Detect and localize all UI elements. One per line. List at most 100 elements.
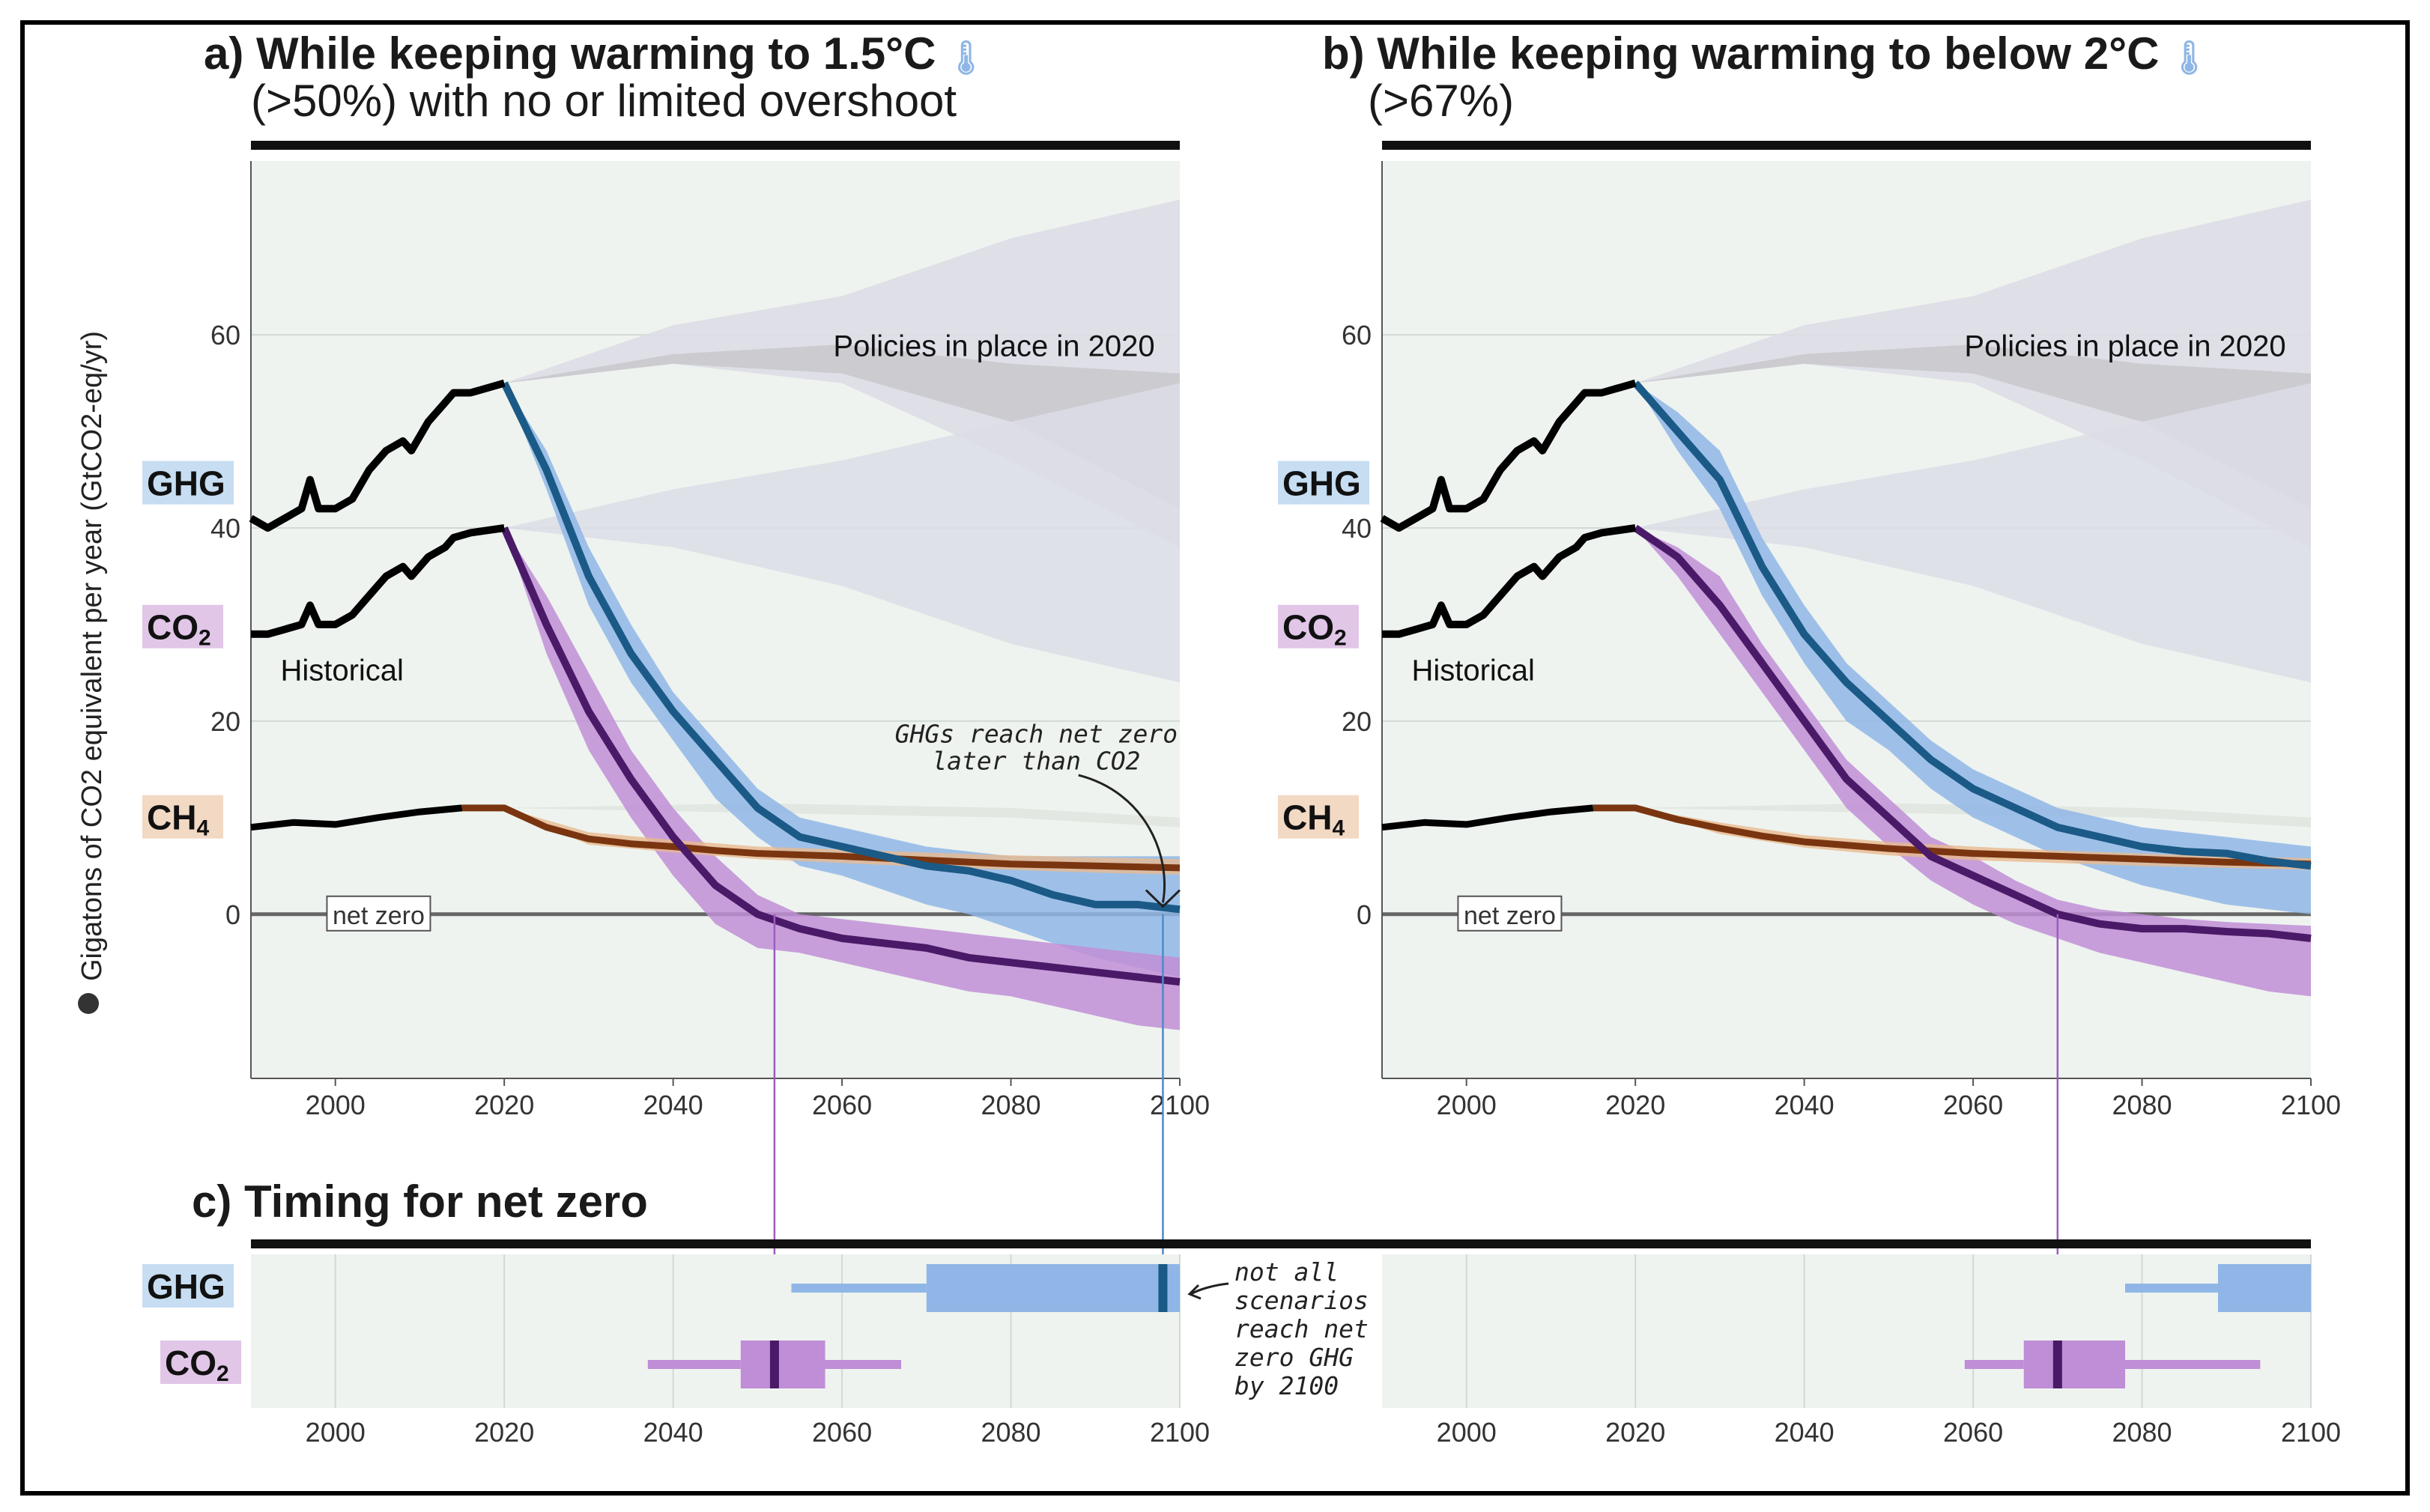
panel-c-title: c) Timing for net zero (192, 1176, 648, 1227)
timing-x-tick-label-2020: 2020 (474, 1417, 534, 1448)
label-ch4-1: CH4 (1278, 795, 1359, 841)
panel-a-title: a) While keeping warming to 1.5°C 🌡 (>50… (204, 28, 987, 126)
x-tick-label-2080: 2080 (981, 1090, 1040, 1120)
note-arrow-c (1190, 1282, 1229, 1296)
svg-text:(>67%): (>67%) (1368, 76, 1514, 126)
policies-band-co2 (1635, 383, 2311, 683)
ghg-median-line (1632, 380, 2312, 870)
timing-box-CO2-0 (740, 1341, 825, 1388)
label-co2-1-bg (1278, 604, 1359, 649)
net-zero-label: net zero (1457, 895, 1563, 932)
co2-range-band (1635, 528, 2311, 997)
note-line-1: scenarios (1234, 1286, 1369, 1315)
net-zero-box (1457, 895, 1563, 932)
ghg-median-line (500, 381, 1181, 914)
co2-median-line (500, 526, 1181, 986)
x-tick-label-2020: 2020 (474, 1090, 534, 1120)
panel-b-title: b) While keeping warming to below 2°C 🌡 … (1322, 28, 2211, 126)
timing-x-tick-label-2100: 2100 (2281, 1417, 2341, 1448)
x-tick-label-2000: 2000 (1437, 1090, 1497, 1120)
svg-text:(>50%) with no or limited over: (>50%) with no or limited overshoot (251, 76, 957, 126)
label-ch4-1-text: CH4 (1282, 798, 1345, 841)
timing-median-CO2-0 (769, 1341, 779, 1388)
historical-label: Historical (280, 655, 403, 687)
timing-median-GHG-0 (1158, 1264, 1168, 1312)
label-ghg-timing-text: GHG (147, 1267, 225, 1306)
net-zero-text: net zero (333, 902, 425, 930)
note-line-2: reach net (1234, 1314, 1369, 1344)
co2-median-line (1633, 524, 2312, 942)
y-tick-label-60: 60 (1342, 320, 1372, 350)
label-ch4-0-bg (142, 795, 223, 839)
label-ghg-1-bg (1278, 461, 1369, 505)
label-co2-timing-bg (160, 1341, 241, 1384)
ch4-range-band (1635, 807, 2311, 870)
timing-box-GHG-0 (926, 1264, 1180, 1312)
label-ch4-0-text: CH4 (147, 798, 209, 841)
y-tick-label-40: 40 (1342, 513, 1372, 544)
ch4-median-line (461, 804, 1181, 872)
label-co2-0-bg (142, 604, 223, 649)
y-tick-label-20: 20 (1342, 706, 1372, 737)
net-zero-text: net zero (1464, 902, 1556, 930)
note-arrow (1078, 774, 1166, 903)
timing-x-tick-label-2040: 2040 (643, 1417, 703, 1448)
label-ghg-1-text: GHG (1282, 464, 1361, 503)
historical-co2-line (1382, 524, 1636, 638)
net-zero-box (326, 895, 431, 932)
label-ch4-0: CH4 (142, 795, 223, 841)
note-arrowhead (1145, 889, 1181, 908)
label-ch4-1-bg (1278, 795, 1359, 839)
label-ghg-timing: GHG (142, 1264, 234, 1308)
x-tick-label-2000: 2000 (306, 1090, 366, 1120)
timing-x-tick-label-2100: 2100 (1150, 1417, 1210, 1448)
timing-x-tick-label-2020: 2020 (1605, 1417, 1665, 1448)
timing-x-tick-label-2080: 2080 (981, 1417, 1040, 1448)
policies-band-ghg-inner (1635, 344, 2311, 509)
note-line-3: zero GHG (1234, 1343, 1354, 1372)
historical-label: Historical (1411, 655, 1534, 687)
x-tick-label-2040: 2040 (643, 1090, 703, 1120)
label-ghg-0: GHG (142, 461, 234, 505)
x-tick-label-2100: 2100 (2281, 1090, 2341, 1120)
svg-text:b) While keeping warming to be: b) While keeping warming to below 2°C 🌡 (1322, 28, 2211, 79)
label-ghg-0-text: GHG (147, 464, 225, 503)
figure-border (20, 20, 2410, 1496)
x-tick-label-2020: 2020 (1605, 1090, 1665, 1120)
panel-c-background-1 (1382, 1254, 2311, 1408)
timing-x-tick-label-2040: 2040 (1775, 1417, 1834, 1448)
y-tick-label-0: 0 (225, 899, 240, 930)
y-tick-label-40: 40 (210, 513, 240, 544)
historical-ch4-line (1381, 804, 1594, 831)
label-co2-0-text: CO2 (147, 608, 211, 651)
net-zero-label: net zero (326, 895, 431, 932)
label-co2-timing: CO2 (160, 1341, 241, 1386)
panel-c-top-rule (251, 1239, 2311, 1248)
timing-x-tick-label-2000: 2000 (306, 1417, 366, 1448)
label-co2-0: CO2 (142, 604, 223, 651)
label-co2-timing-text: CO2 (165, 1344, 229, 1386)
historical-ch4-line (250, 804, 463, 831)
ch4-median-line (1593, 804, 2312, 868)
svg-text:Gigatons of CO2 equivalent per: Gigatons of CO2 equivalent per year (GtC… (76, 331, 108, 981)
label-ghg-1: GHG (1278, 461, 1369, 505)
label-ghg-0-bg (142, 461, 234, 505)
x-tick-label-2040: 2040 (1775, 1090, 1834, 1120)
policies-band-co2 (504, 383, 1180, 683)
historical-ghg-line (1380, 379, 1637, 532)
panel-b-top-rule (1382, 141, 2311, 150)
timing-box-CO2-1 (2023, 1341, 2125, 1388)
note-line-4: by 2100 (1234, 1371, 1339, 1400)
ghg-later-note: GHGs reach net zero later than CO2 (895, 719, 1178, 775)
label-co2-1: CO2 (1278, 604, 1359, 651)
policies-label: Policies in place in 2020 (1964, 330, 2285, 362)
panel-a-top-rule (251, 141, 1180, 150)
co2-range-band (504, 528, 1180, 1030)
ch4-range-band (504, 807, 1180, 875)
x-tick-label-2060: 2060 (1943, 1090, 2003, 1120)
timing-x-tick-label-2060: 2060 (1943, 1417, 2003, 1448)
label-co2-1-text: CO2 (1282, 608, 1347, 651)
